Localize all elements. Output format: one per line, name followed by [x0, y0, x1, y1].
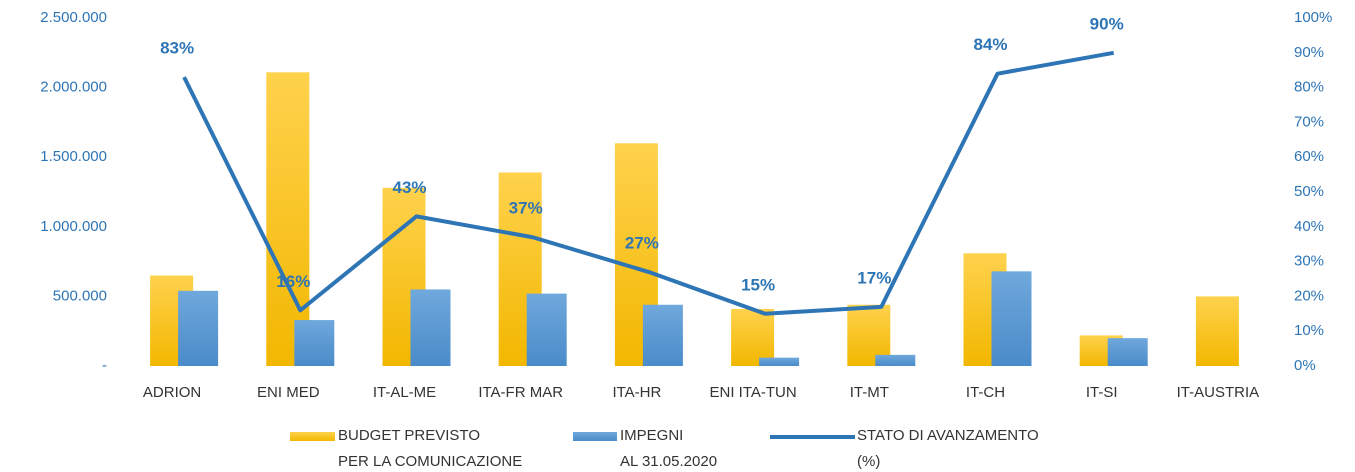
x-tick-label: ITA-FR MAR: [478, 384, 563, 401]
x-tick-label: IT-SI: [1086, 384, 1118, 401]
data-label: 27%: [625, 234, 659, 253]
y2-tick-label: 80%: [1294, 79, 1324, 96]
y2-tick-label: 10%: [1294, 322, 1324, 339]
x-tick-label: ITA-HR: [612, 384, 661, 401]
x-tick-label: ENI MED: [257, 384, 320, 401]
data-label: 83%: [160, 39, 194, 58]
data-label: 16%: [276, 272, 310, 291]
x-tick-label: IT-AL-ME: [373, 384, 436, 401]
y2-tick-label: 20%: [1294, 287, 1324, 304]
data-label: 37%: [509, 199, 543, 218]
bar: [526, 293, 567, 366]
data-label: 15%: [741, 275, 775, 294]
bar: [731, 308, 775, 366]
y-tick-label: 500.000: [53, 287, 107, 304]
bar: [875, 354, 916, 366]
data-label: 17%: [857, 268, 891, 287]
legend-swatch: [290, 432, 335, 441]
bar: [991, 271, 1032, 366]
y2-tick-label: 100%: [1294, 9, 1332, 26]
data-label: 43%: [392, 178, 426, 197]
x-tick-label: IT-CH: [966, 384, 1005, 401]
x-tick-label: IT-AUSTRIA: [1177, 384, 1260, 401]
y2-tick-label: 30%: [1294, 253, 1324, 270]
y-tick-label: -: [102, 357, 107, 374]
y-tick-label: 2.500.000: [40, 9, 107, 26]
y2-tick-label: 60%: [1294, 148, 1324, 165]
bar: [294, 320, 335, 366]
y2-tick-label: 50%: [1294, 183, 1324, 200]
bar: [410, 289, 451, 366]
bar: [642, 304, 683, 366]
legend-swatch: [573, 432, 617, 441]
data-label: 84%: [973, 35, 1007, 54]
bar: [759, 357, 800, 366]
y2-tick-label: 0%: [1294, 357, 1316, 374]
bar: [1195, 296, 1239, 366]
y-tick-label: 1.000.000: [40, 218, 107, 235]
x-tick-label: IT-MT: [850, 384, 889, 401]
x-tick-label: ENI ITA-TUN: [709, 384, 796, 401]
legend-label: STATO DI AVANZAMENTO (%): [857, 427, 1039, 470]
y2-tick-label: 40%: [1294, 218, 1324, 235]
x-tick-label: ADRION: [143, 384, 201, 401]
bar: [178, 290, 219, 366]
y2-tick-label: 70%: [1294, 113, 1324, 130]
legend-label: BUDGET PREVISTO PER LA COMUNICAZIONE: [338, 427, 523, 470]
data-label: 90%: [1090, 14, 1124, 33]
line: [182, 50, 1115, 316]
y2-tick-label: 90%: [1294, 44, 1324, 61]
legend-label: IMPEGNI AL 31.05.2020: [620, 427, 718, 470]
legend-swatch: [770, 435, 855, 439]
y-tick-label: 2.000.000: [40, 79, 107, 96]
bar: [1107, 338, 1148, 366]
bar: [266, 72, 310, 367]
y-tick-label: 1.500.000: [40, 148, 107, 165]
